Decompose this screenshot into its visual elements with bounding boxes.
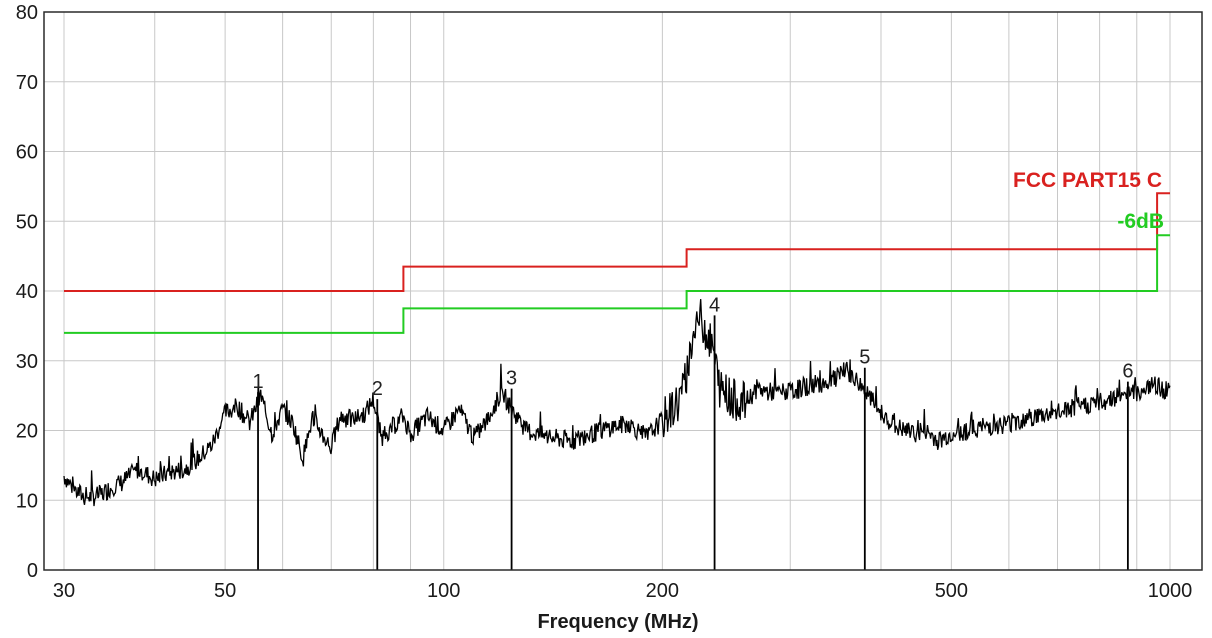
legend-fcc-limit: FCC PART15 C — [1013, 169, 1162, 192]
y-tick-label: 50 — [16, 211, 38, 233]
x-tick-label: 200 — [646, 580, 679, 602]
y-tick-label: 70 — [16, 72, 38, 94]
x-tick-label: 100 — [427, 580, 460, 602]
x-tick-label: 50 — [214, 580, 236, 602]
x-tick-label: 30 — [53, 580, 75, 602]
limit-line-fcc — [64, 192, 1170, 292]
y-axis-ticks: 0 10 20 30 40 50 60 70 80 — [16, 2, 38, 582]
marker-5-label: 5 — [859, 347, 870, 369]
marker-3-label: 3 — [506, 368, 517, 390]
marker-6-label: 6 — [1122, 361, 1133, 383]
y-tick-label: 10 — [16, 490, 38, 512]
y-tick-label: 20 — [16, 421, 38, 443]
peak-markers: 1 2 3 4 5 6 — [252, 294, 1133, 570]
measurement-trace — [63, 299, 1171, 507]
trace-line — [63, 299, 1171, 507]
x-tick-label: 500 — [935, 580, 968, 602]
x-tick-label: 1000 — [1148, 580, 1193, 602]
x-axis-ticks: 30 50 100 200 500 1000 — [53, 580, 1192, 602]
y-tick-label: 60 — [16, 142, 38, 164]
plot-frame — [43, 11, 1203, 571]
y-tick-label: 40 — [16, 281, 38, 303]
y-tick-label: 80 — [16, 2, 38, 24]
limit-lines — [64, 192, 1170, 334]
y-tick-label: 0 — [27, 560, 38, 582]
marker-2-label: 2 — [372, 378, 383, 400]
marker-1-label: 1 — [252, 371, 263, 393]
limit-line-6db — [64, 234, 1170, 334]
y-tick-label: 30 — [16, 351, 38, 373]
legend-6db-margin: -6dB — [1117, 210, 1164, 233]
marker-4-label: 4 — [709, 294, 720, 316]
x-axis-label: Frequency (MHz) — [537, 611, 698, 633]
